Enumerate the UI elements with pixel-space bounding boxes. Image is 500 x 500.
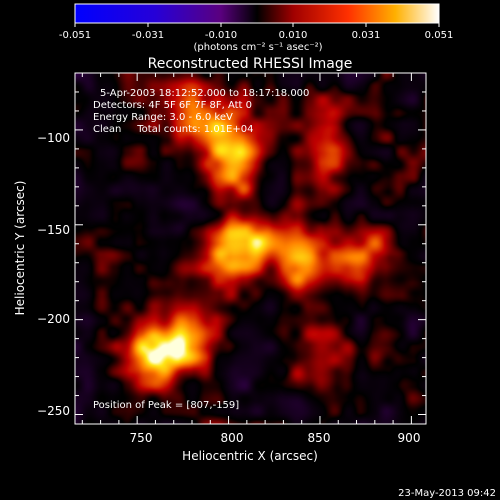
colorbar-units: (photons cm⁻² s⁻¹ asec⁻²): [193, 42, 322, 53]
y-tick-label-150: −150: [37, 223, 70, 237]
info-clean-counts: Clean Total counts: 1.01E+04: [93, 124, 253, 135]
colorbar-tick-label-5: 0.051: [425, 30, 454, 41]
colorbar-tick-label-1: -0.031: [132, 30, 164, 41]
colorbar-tick-label-3: 0.010: [279, 30, 308, 41]
y-axis-label: Heliocentric Y (arcsec): [13, 181, 27, 316]
peak-position-text: Position of Peak = [807,-159]: [93, 400, 239, 411]
colorbar: -0.051 -0.031 -0.010 0.010 0.031 0.051 (…: [59, 3, 454, 53]
x-tick-label-800: 800: [221, 431, 244, 445]
heatmap-canvas: [75, 73, 426, 424]
heatmap-image-wrap: [75, 73, 426, 424]
y-tick-label-100: −100: [37, 131, 70, 145]
x-tick-label-850: 850: [308, 431, 331, 445]
x-tick-label-900: 900: [398, 431, 421, 445]
x-axis-label: Heliocentric X (arcsec): [182, 449, 318, 463]
y-tick-label-250: −250: [37, 404, 70, 418]
colorbar-tick-label-4: 0.031: [352, 30, 381, 41]
y-tick-label-200: −200: [37, 312, 70, 326]
colorbar-tick-label-2: -0.010: [205, 30, 237, 41]
x-tick-label-750: 750: [130, 431, 153, 445]
info-energy-range: Energy Range: 3.0 - 6.0 keV: [93, 112, 233, 123]
plot-frame: [74, 72, 427, 425]
colorbar-tick-label-0: -0.051: [59, 30, 91, 41]
axis-ticks: [75, 72, 426, 424]
plot-title: Reconstructed RHESSI Image: [148, 56, 353, 72]
info-time-range: 5-Apr-2003 18:12:52.000 to 18:17:18.000: [100, 88, 309, 99]
colorbar-gradient: [74, 3, 440, 24]
timestamp: 23-May-2013 09:42: [398, 488, 496, 499]
info-detectors: Detectors: 4F 5F 6F 7F 8F, Att 0: [93, 100, 252, 111]
